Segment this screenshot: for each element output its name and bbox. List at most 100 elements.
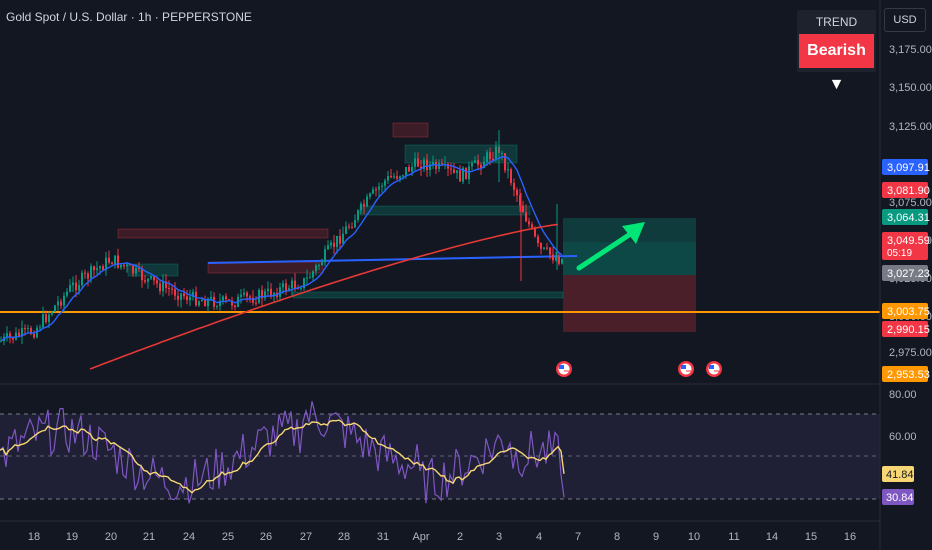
rsi-value-bg (882, 489, 914, 505)
candle-body (168, 287, 170, 289)
candle-series (0, 130, 563, 346)
candle-body (171, 288, 173, 290)
candle-body (84, 272, 86, 274)
candle-body (390, 175, 392, 178)
price-tick: 3,150.00 (889, 82, 932, 94)
candle-body (174, 289, 176, 296)
candle-body (537, 236, 539, 244)
candle-body (507, 169, 509, 171)
time-tick: 9 (653, 531, 659, 543)
time-tick: 10 (688, 531, 700, 543)
candle-body (108, 257, 110, 263)
candle-body (252, 297, 254, 303)
time-tick: 8 (614, 531, 620, 543)
time-tick: 21 (143, 531, 155, 543)
candle-body (75, 282, 77, 291)
us-flag-icon[interactable] (706, 361, 722, 377)
candle-body (453, 169, 455, 173)
candle-body (459, 170, 461, 182)
price-label: 2,990.15 (887, 324, 930, 336)
candle-body (234, 305, 236, 307)
candle-body (558, 256, 560, 264)
candle-body (270, 288, 272, 297)
candle-body (195, 291, 197, 306)
candle-body (363, 203, 365, 207)
candle-body (264, 291, 266, 299)
candle-body (78, 285, 80, 291)
candle-body (357, 210, 359, 221)
candle-body (147, 278, 149, 282)
time-tick: 20 (105, 531, 117, 543)
time-tick: 27 (300, 531, 312, 543)
candle-body (219, 300, 221, 307)
time-tick: Apr (412, 531, 429, 543)
candle-body (489, 152, 491, 159)
candle-body (153, 275, 155, 281)
candle-body (123, 264, 125, 267)
time-tick: 16 (844, 531, 856, 543)
rsi-line (0, 401, 565, 504)
candle-body (282, 283, 284, 288)
candle-body (525, 212, 527, 222)
candle-body (72, 282, 74, 286)
candle-body (543, 247, 545, 249)
candle-body (285, 283, 287, 292)
candle-body (300, 288, 302, 290)
rsi-band (0, 414, 880, 499)
rsi-labels: 41.84 30.84 (882, 466, 914, 505)
candle-body (192, 291, 194, 297)
time-axis[interactable]: 18 19 20 21 24 25 26 27 28 31 Apr 2 3 4 7 8 9 10 11 14 15 16 (28, 531, 856, 543)
countdown-label: 05:19 (887, 248, 912, 259)
candle-body (87, 273, 89, 279)
price-tick: 2,975.00 (889, 347, 932, 359)
price-tick: 3,075.00 (889, 197, 932, 209)
candle-body (117, 255, 119, 268)
candle-body (165, 281, 167, 288)
candle-body (81, 272, 83, 286)
candle-body (63, 295, 65, 306)
candle-body (102, 266, 104, 271)
candle-body (549, 247, 551, 255)
time-tick: 4 (536, 531, 542, 543)
candle-body (351, 226, 353, 228)
candle-body (159, 283, 161, 292)
time-tick: 14 (766, 531, 778, 543)
trend-label: TREND (815, 15, 858, 29)
us-flag-icon[interactable] (678, 361, 694, 377)
candle-body (396, 176, 398, 179)
candle-body (387, 175, 389, 181)
candle-body (330, 242, 332, 246)
candle-body (207, 298, 209, 307)
currency-button[interactable]: USD (884, 8, 926, 32)
us-flag-icon[interactable] (556, 361, 572, 377)
rsi-pane[interactable] (0, 401, 880, 504)
symbol-title[interactable]: Gold Spot / U.S. Dollar · 1h · PEPPERSTO… (6, 10, 252, 24)
candle-body (480, 164, 482, 168)
candle-body (441, 163, 443, 165)
candle-body (9, 333, 11, 338)
position-profit-zone (563, 242, 696, 275)
candle-body (393, 176, 395, 178)
economic-events[interactable] (556, 361, 722, 377)
candle-body (519, 195, 521, 206)
candle-body (45, 314, 47, 322)
candle-body (429, 164, 431, 171)
candle-body (321, 262, 323, 266)
time-tick: 31 (377, 531, 389, 543)
candle-body (198, 301, 200, 306)
candle-body (372, 189, 374, 194)
candle-body (36, 327, 38, 338)
candle-body (105, 257, 107, 271)
candle-body (42, 314, 44, 328)
price-label-bg (882, 303, 928, 319)
time-tick: 7 (575, 531, 581, 543)
candle-body (141, 268, 143, 281)
candle-body (306, 277, 308, 279)
price-label: 3,027.23 (887, 268, 930, 280)
candle-body (231, 300, 233, 306)
candle-body (561, 258, 563, 264)
trendline[interactable] (207, 255, 578, 264)
candle-body (384, 180, 386, 186)
